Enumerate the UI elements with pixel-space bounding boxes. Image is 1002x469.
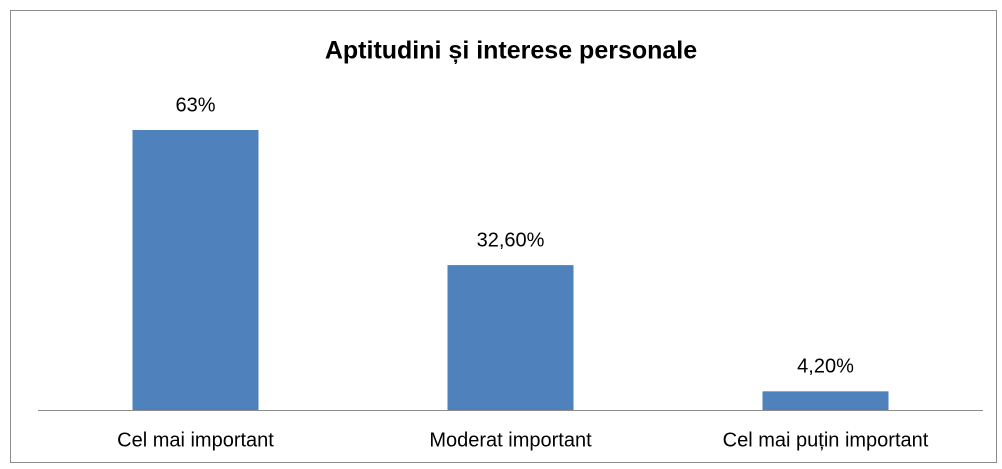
data-label: 4,20%	[797, 356, 854, 378]
bar	[762, 391, 889, 410]
bar	[132, 130, 259, 410]
bar	[447, 265, 574, 410]
x-tick-label: Cel mai puțin important	[723, 429, 929, 451]
x-tick-label: Cel mai important	[117, 429, 274, 451]
data-label: 32,60%	[477, 229, 545, 251]
data-label: 63%	[175, 94, 215, 116]
x-tick-label: Moderat important	[429, 429, 592, 451]
chart-title: Aptitudini și interese personale	[325, 37, 697, 65]
